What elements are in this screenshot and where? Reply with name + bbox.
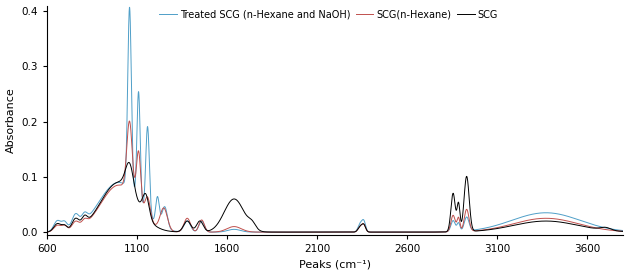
SCG(n-Hexane) [252, 230, 259, 234]
SCG(n-Hexane) [43, 230, 50, 234]
SCG(n-Hexane) [384, 230, 392, 234]
SCG(n-Hexane) [126, 119, 133, 123]
Treated SCG (n-Hexane and NaOH) [409, 230, 417, 234]
SCG(n-Hexane) [501, 224, 509, 227]
Line: Treated SCG (n-Hexane and NaOH): Treated SCG (n-Hexane and NaOH) [47, 7, 623, 232]
SCG [306, 230, 313, 234]
SCG [125, 161, 133, 164]
Treated SCG (n-Hexane and NaOH) [501, 221, 509, 224]
Treated SCG (n-Hexane and NaOH) [279, 230, 286, 234]
SCG [43, 230, 50, 234]
Treated SCG (n-Hexane and NaOH) [384, 230, 392, 234]
Legend: Treated SCG (n-Hexane and NaOH), SCG(n-Hexane), SCG: Treated SCG (n-Hexane and NaOH), SCG(n-H… [155, 6, 502, 24]
SCG [72, 216, 79, 220]
SCG(n-Hexane) [409, 230, 417, 234]
SCG(n-Hexane) [470, 229, 478, 232]
Treated SCG (n-Hexane and NaOH) [620, 229, 627, 232]
Treated SCG (n-Hexane and NaOH) [126, 6, 133, 9]
SCG(n-Hexane) [287, 230, 295, 234]
Line: SCG(n-Hexane): SCG(n-Hexane) [47, 121, 623, 232]
SCG [384, 230, 392, 234]
Y-axis label: Absorbance: Absorbance [6, 87, 16, 153]
SCG [252, 224, 259, 227]
X-axis label: Peaks (cm⁻¹): Peaks (cm⁻¹) [299, 259, 371, 270]
Treated SCG (n-Hexane and NaOH) [252, 230, 259, 234]
SCG [409, 230, 417, 234]
Treated SCG (n-Hexane and NaOH) [72, 212, 79, 215]
Line: SCG: SCG [47, 163, 623, 232]
SCG(n-Hexane) [72, 219, 79, 223]
Treated SCG (n-Hexane and NaOH) [43, 230, 50, 233]
Treated SCG (n-Hexane and NaOH) [470, 228, 478, 232]
SCG(n-Hexane) [620, 230, 627, 233]
SCG [470, 229, 478, 232]
SCG [620, 230, 627, 233]
SCG [501, 226, 509, 229]
